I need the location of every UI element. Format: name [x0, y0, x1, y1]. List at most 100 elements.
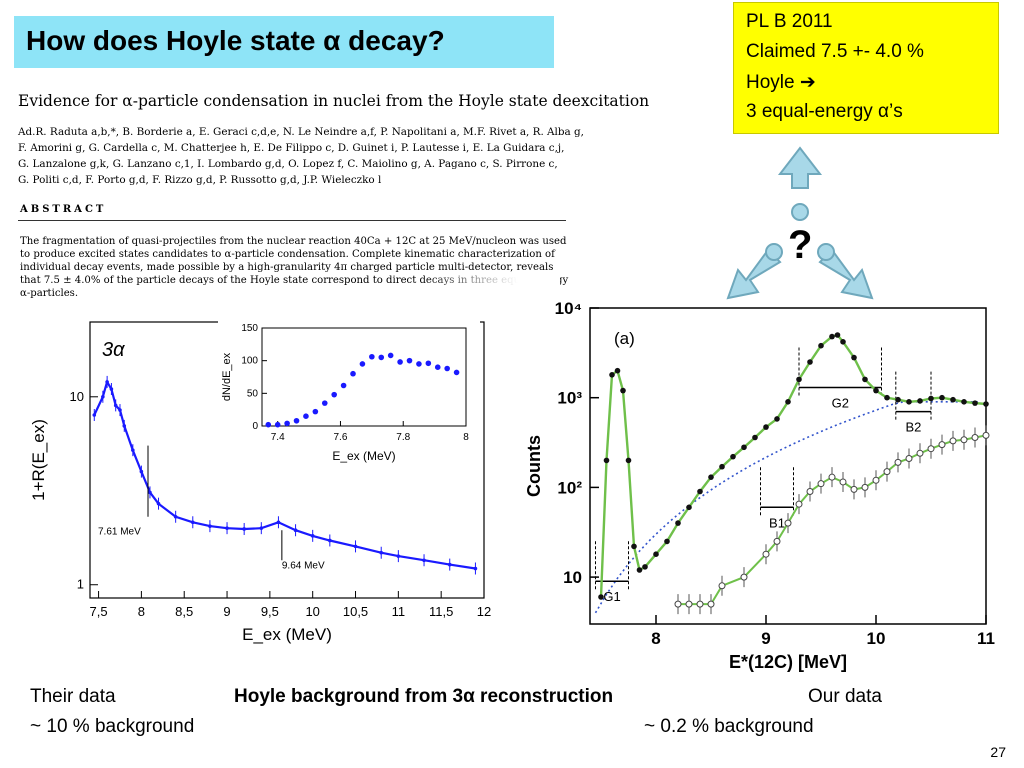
data-point	[387, 352, 394, 359]
y-axis-label: dN/dE_ex	[221, 352, 233, 401]
data-point	[378, 354, 385, 361]
data-point	[686, 504, 692, 511]
data-point	[829, 333, 835, 340]
data-point	[894, 458, 902, 466]
data-point	[274, 421, 281, 428]
data-point	[707, 600, 715, 608]
x-axis-label: E_ex (MeV)	[332, 449, 395, 463]
x-tick-label: 10	[305, 604, 319, 619]
data-point	[310, 534, 315, 538]
data-point	[883, 468, 891, 476]
data-point	[148, 490, 152, 495]
y-axis-label: 1+R(E_ex)	[29, 419, 48, 501]
arrow-down-right-icon	[818, 248, 874, 300]
data-point	[971, 433, 979, 441]
data-point	[122, 424, 127, 428]
gate-label: B1	[769, 515, 785, 530]
x-tick-label: 8	[138, 604, 145, 619]
chart-right-counts: 8 9 10 11 10 10² 10³ 10⁴ E*(12C) [MeV] Counts (a) G…	[524, 299, 995, 672]
data-point	[614, 367, 621, 374]
data-point	[983, 401, 989, 407]
y-tick-label: 10⁴	[555, 299, 582, 318]
y-tick-label: 10	[563, 568, 582, 587]
data-point	[284, 420, 290, 427]
data-point	[447, 562, 452, 567]
annotation-label: 7.61 MeV	[98, 527, 141, 538]
y-axis-label: Counts	[524, 435, 544, 497]
data-point	[603, 457, 610, 464]
data-point	[675, 520, 681, 526]
data-point	[105, 380, 109, 384]
abstract-overlap-fade	[420, 274, 560, 310]
gate-label: B2	[905, 420, 921, 435]
data-point	[834, 332, 841, 338]
data-point	[774, 416, 780, 422]
y-tick-label: 10³	[557, 389, 582, 408]
chart-left-1plusR: 7,5 8 8,5 9 9,5 10 10,5 11 11,5 12 1 10 E_ex (MeV) 1+…	[29, 321, 491, 644]
data-point	[425, 360, 432, 367]
data-point	[905, 454, 913, 462]
data-point	[609, 372, 615, 378]
data-point	[598, 594, 604, 600]
data-point	[396, 554, 401, 558]
data-point	[817, 480, 825, 488]
data-point	[884, 394, 890, 401]
data-point	[972, 400, 978, 406]
data-point	[807, 359, 813, 365]
data-point	[895, 396, 901, 403]
x-tick-label: 11,5	[429, 604, 453, 619]
data-point	[960, 436, 968, 444]
data-point	[303, 413, 309, 419]
y-tick-label: 1	[77, 577, 84, 592]
x-tick-label: 12	[477, 604, 491, 619]
data-point	[225, 526, 229, 530]
data-point	[697, 488, 703, 495]
data-point	[397, 359, 403, 365]
panel-label: (a)	[614, 329, 635, 348]
paper-authors-line-3: G. Lanzalone g,k, G. Lanzano c,1, I. Lom…	[18, 158, 558, 170]
data-point	[741, 444, 747, 451]
data-point	[664, 538, 670, 545]
node-dot-left	[765, 243, 783, 261]
y-tick-label: 10²	[557, 478, 582, 497]
note-line-3: Hoyle ➔	[746, 72, 816, 93]
abstract-line-1: The fragmentation of quasi-projectiles f…	[20, 236, 567, 247]
caption-center: Hoyle background from 3α reconstruction	[234, 686, 614, 707]
data-point	[379, 550, 384, 555]
x-tick-label: 9,5	[261, 604, 279, 619]
data-point	[862, 376, 868, 383]
data-point	[416, 361, 422, 367]
caption-left-background: ~ 10 % background	[30, 716, 195, 737]
x-tick-label: 7,5	[90, 604, 108, 619]
data-point	[939, 394, 945, 401]
data-point	[785, 399, 791, 405]
data-point	[636, 567, 643, 573]
arrow-up-icon	[777, 146, 823, 189]
data-point	[949, 437, 957, 445]
caption-our-data: Our data	[808, 686, 882, 707]
y-tick-label: 50	[247, 388, 259, 399]
data-point	[139, 469, 144, 474]
data-point	[861, 483, 869, 491]
panel-label: 3α	[102, 339, 125, 361]
data-point	[173, 514, 178, 519]
node-dot-top	[791, 203, 809, 221]
data-point	[796, 376, 802, 383]
fit-line	[599, 333, 987, 598]
data-point	[422, 558, 426, 563]
y-tick-label: 100	[241, 356, 258, 367]
x-tick-label: 7.6	[334, 432, 348, 443]
y-tick-label: 0	[252, 421, 258, 432]
data-point	[340, 382, 347, 389]
data-point	[795, 500, 803, 508]
data-point	[293, 417, 300, 424]
paper-authors-line-2: F. Amorini g, G. Cardella c, M. Chatterj…	[18, 142, 565, 154]
chart-inset-dNdE: 7.4 7.6 7.8 8 0 50 100 150 E_ex (MeV) dN/dE_ex	[218, 318, 480, 468]
data-point	[752, 434, 758, 441]
data-point	[369, 353, 375, 360]
data-point	[839, 478, 847, 486]
x-tick-label: 8	[463, 432, 469, 443]
data-point	[708, 474, 714, 480]
data-point	[92, 413, 97, 417]
data-point	[118, 408, 122, 412]
